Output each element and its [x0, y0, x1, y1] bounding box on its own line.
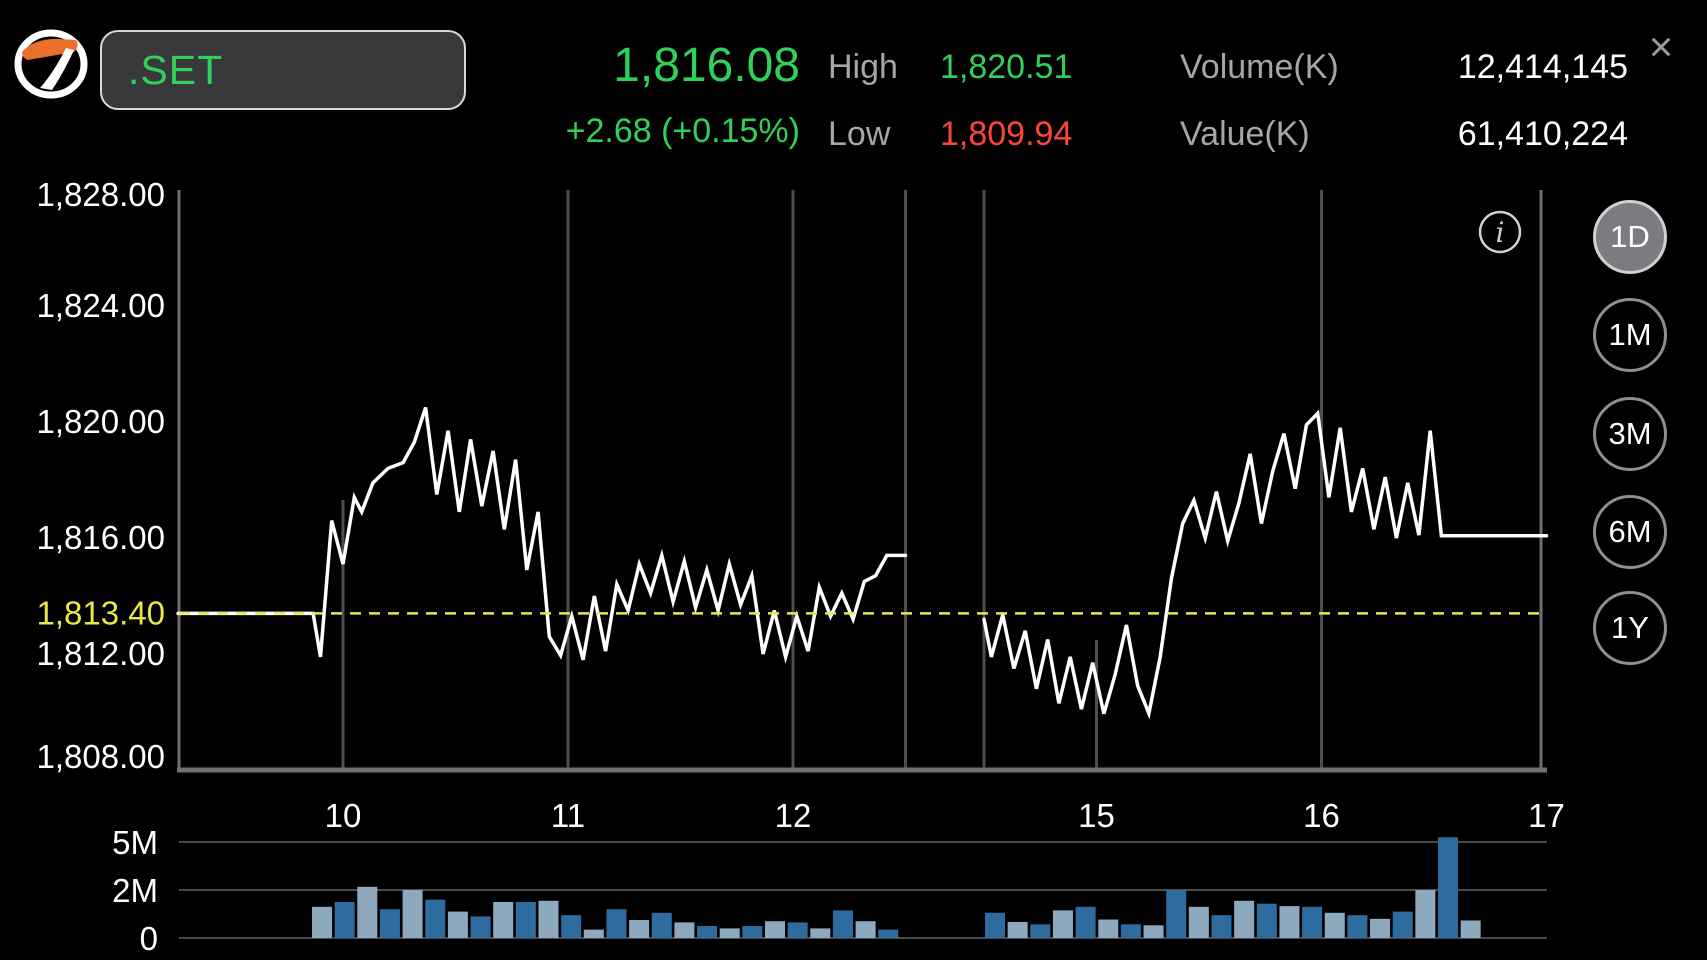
- volume-bar-afternoon: [1324, 912, 1345, 938]
- volume-bar-afternoon: [1302, 906, 1323, 938]
- volume-bar-afternoon: [1460, 920, 1481, 938]
- volume-bar-morning: [674, 922, 695, 938]
- volume-bar-afternoon: [1166, 890, 1187, 938]
- volume-bar-afternoon: [1347, 915, 1368, 938]
- volume-tick-label: 5M: [112, 824, 158, 861]
- volume-bar-afternoon: [1211, 915, 1232, 938]
- volume-bar-morning: [402, 890, 423, 938]
- volume-bar-afternoon: [1052, 910, 1073, 938]
- volume-bar-afternoon: [985, 912, 1005, 938]
- volume-bar-morning: [629, 920, 650, 938]
- value-label: Value(K): [1180, 115, 1310, 153]
- volume-bar-afternoon: [1030, 924, 1051, 938]
- volume-bar-afternoon: [1143, 925, 1164, 938]
- y-tick-label: 1,820.00: [37, 403, 165, 440]
- y-tick-label: 1,816.00: [37, 519, 165, 556]
- timeframe-button-1y[interactable]: 1Y: [1593, 591, 1667, 665]
- volume-bar-morning: [447, 911, 468, 938]
- volume-bar-morning: [583, 929, 604, 938]
- volume-bar-morning: [606, 909, 627, 938]
- volume-bar-morning: [787, 922, 808, 938]
- info-icon[interactable]: [1478, 210, 1522, 254]
- volume-bar-morning: [878, 929, 899, 938]
- volume-bar-morning: [810, 928, 831, 938]
- ticker-symbol: .SET: [128, 46, 224, 93]
- x-tick-label: 16: [1303, 797, 1340, 834]
- volume-bar-afternoon: [1098, 919, 1119, 938]
- volume-bar-morning: [719, 928, 740, 938]
- broker-logo-icon: [14, 29, 88, 99]
- volume-bar-afternoon: [1415, 890, 1436, 938]
- volume-bar-afternoon: [1370, 918, 1391, 938]
- x-tick-label: 10: [325, 797, 362, 834]
- x-tick-label: 15: [1078, 797, 1115, 834]
- volume-bar-afternoon: [1075, 906, 1096, 938]
- volume-bar-morning: [357, 886, 378, 938]
- volume-value: 12,414,145: [1457, 48, 1628, 86]
- volume-bar-afternoon: [1234, 900, 1255, 938]
- info-icon-glyph: i: [1496, 216, 1505, 249]
- timeframe-button-1d[interactable]: 1D: [1593, 200, 1667, 274]
- price-change: +2.68 (+0.15%): [565, 112, 800, 150]
- last-price: 1,816.08: [613, 39, 800, 92]
- y-tick-label: 1,824.00: [37, 287, 165, 324]
- volume-bar-morning: [538, 900, 559, 938]
- prev-close-label: 1,813.40: [37, 594, 165, 631]
- y-tick-label: 1,808.00: [37, 738, 165, 775]
- ticker-search-input[interactable]: .SET: [100, 30, 466, 110]
- timeframe-button-1m[interactable]: 1M: [1593, 298, 1667, 372]
- x-tick-label: 12: [775, 797, 812, 834]
- y-tick-label: 1,812.00: [37, 635, 165, 672]
- volume-bar-morning: [515, 902, 536, 938]
- volume-bar-afternoon: [1188, 906, 1209, 938]
- volume-bar-morning: [470, 916, 491, 938]
- low-label: Low: [828, 115, 891, 153]
- high-value: 1,820.51: [940, 48, 1073, 86]
- volume-bar-morning: [425, 899, 446, 938]
- volume-bar-morning: [855, 921, 876, 938]
- volume-bar-afternoon: [1438, 837, 1458, 938]
- volume-tick-label: 0: [140, 920, 158, 957]
- volume-bar-morning: [651, 912, 672, 938]
- volume-label: Volume(K): [1180, 48, 1339, 86]
- volume-bar-morning: [379, 909, 400, 938]
- volume-bar-afternoon: [1392, 911, 1413, 938]
- volume-bar-morning: [832, 910, 853, 938]
- volume-bar-morning: [765, 921, 785, 938]
- value-value: 61,410,224: [1457, 115, 1628, 153]
- x-tick-label: 17: [1528, 797, 1565, 834]
- volume-bar-morning: [312, 906, 332, 938]
- timeframe-button-3m[interactable]: 3M: [1593, 397, 1667, 471]
- volume-bar-morning: [493, 902, 514, 938]
- volume-bar-afternoon: [1007, 921, 1028, 938]
- volume-bar-morning: [334, 902, 355, 938]
- volume-bar-morning: [697, 926, 718, 938]
- y-tick-label: 1,828.00: [37, 176, 165, 213]
- close-icon[interactable]: ×: [1648, 23, 1674, 70]
- volume-bar-morning: [742, 926, 763, 938]
- x-tick-label: 11: [551, 797, 585, 834]
- volume-bar-afternoon: [1256, 903, 1277, 938]
- low-value: 1,809.94: [940, 115, 1073, 153]
- volume-bar-afternoon: [1120, 924, 1141, 938]
- volume-bar-afternoon: [1279, 906, 1300, 938]
- price-line: [176, 406, 1549, 720]
- volume-tick-label: 2M: [112, 872, 158, 909]
- volume-bar-morning: [561, 915, 582, 938]
- timeframe-button-6m[interactable]: 6M: [1593, 495, 1667, 569]
- high-label: High: [828, 48, 898, 86]
